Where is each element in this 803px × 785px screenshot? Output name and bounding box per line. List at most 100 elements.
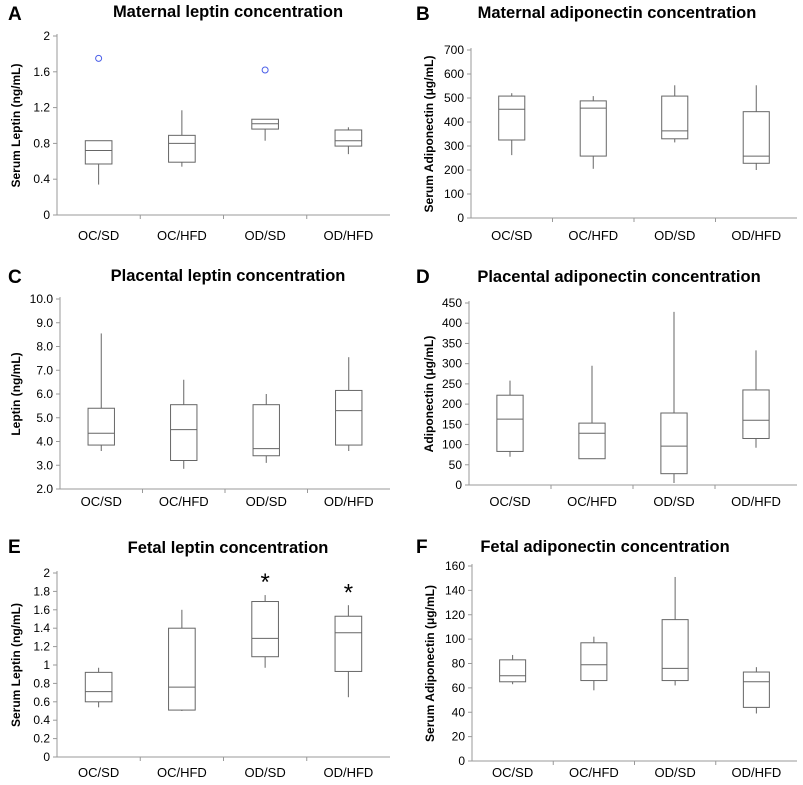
iqr-box [580, 642, 608, 682]
y-tick-label: 6.0 [36, 387, 53, 401]
iqr-box [660, 412, 688, 475]
x-category-label: OD/HFD [323, 228, 373, 243]
iqr-box [168, 134, 196, 163]
x-category-label: OD/SD [655, 765, 696, 780]
y-tick-label: 80 [452, 657, 466, 671]
y-tick-label: 0.2 [33, 732, 50, 746]
iqr-box [499, 659, 527, 683]
x-category-label: OC/HFD [159, 494, 209, 509]
x-category-label: OD/HFD [731, 494, 781, 509]
y-tick-label: 150 [442, 417, 462, 431]
box-oc-hfd [168, 609, 196, 711]
iqr-box [252, 404, 280, 457]
x-category-label: OC/SD [78, 765, 119, 780]
y-axis-label: Serum Adiponectin (μg/mL) [423, 585, 437, 742]
x-category-label: OC/HFD [157, 228, 207, 243]
x-category-label: OD/SD [245, 765, 286, 780]
outlier-point [95, 54, 103, 62]
y-tick-label: 4.0 [36, 435, 53, 449]
y-tick-label: 0.6 [33, 695, 50, 709]
y-tick-label: 350 [442, 336, 462, 350]
panel-a: A Maternal leptin concentration Serum Lept… [8, 3, 390, 243]
iqr-box [335, 389, 363, 446]
iqr-box [742, 111, 770, 164]
y-tick-label: 5.0 [36, 411, 53, 425]
y-tick-label: 400 [444, 115, 464, 129]
y-tick-label: 140 [445, 583, 465, 597]
x-category-label: OD/SD [654, 228, 695, 243]
y-tick-label: 1 [43, 658, 50, 672]
chart-title: Placental adiponectin concentration [477, 268, 760, 286]
box-oc-sd [87, 333, 115, 451]
chart-title: Fetal adiponectin concentration [480, 538, 729, 556]
y-axis-label: Leptin (ng/mL) [9, 352, 23, 435]
box-od-hfd [742, 667, 770, 714]
y-tick-label: 450 [442, 296, 462, 310]
y-tick-label: 3.0 [36, 458, 53, 472]
y-axis-label: Serum Adiponectin (μg/mL) [422, 56, 436, 213]
chart-title: Placental leptin concentration [111, 267, 346, 285]
x-category-label: OC/HFD [569, 765, 619, 780]
y-tick-label: 7.0 [36, 363, 53, 377]
x-category-label: OD/HFD [731, 765, 781, 780]
x-category-label: OC/HFD [567, 494, 617, 509]
panel-d: D Placental adiponectin concentration Adip… [416, 267, 797, 509]
y-tick-label: 20 [452, 730, 466, 744]
iqr-box [578, 422, 606, 460]
y-tick-label: 100 [445, 632, 465, 646]
y-tick-label: 1.6 [33, 603, 50, 617]
y-tick-label: 1.4 [33, 621, 50, 635]
box-oc-hfd [579, 96, 607, 169]
y-axis-label: Adiponectin (μg/mL) [422, 336, 436, 453]
iqr-box [251, 601, 279, 658]
box-od-hfd [742, 350, 770, 448]
y-tick-label: 0.4 [33, 172, 50, 186]
y-tick-label: 0 [43, 208, 50, 222]
chart-title: Maternal leptin concentration [113, 3, 343, 21]
iqr-box [87, 407, 115, 446]
y-tick-label: 0.8 [33, 136, 50, 150]
y-tick-label: 2 [43, 566, 50, 580]
box-oc-hfd [170, 379, 198, 469]
y-tick-label: 600 [444, 67, 464, 81]
y-tick-label: 100 [444, 187, 464, 201]
x-category-label: OD/SD [246, 494, 287, 509]
box-od-hfd [334, 605, 363, 698]
significance-star: * [344, 579, 353, 606]
iqr-box [168, 627, 196, 711]
box-oc-sd [499, 654, 527, 685]
box-od-hfd [742, 85, 770, 170]
box-oc-hfd [168, 110, 196, 167]
y-tick-label: 60 [452, 681, 466, 695]
box-oc-hfd [578, 365, 606, 460]
iqr-box [742, 389, 770, 439]
iqr-box [84, 671, 113, 703]
box-od-sd [661, 576, 689, 686]
box-od-hfd [334, 127, 363, 155]
iqr-box [579, 100, 607, 157]
y-tick-label: 9.0 [36, 316, 53, 330]
box-od-sd [252, 394, 280, 463]
y-tick-label: 10.0 [30, 292, 54, 306]
y-tick-label: 250 [442, 377, 462, 391]
x-category-label: OD/SD [653, 494, 694, 509]
box-od-sd [251, 66, 279, 141]
iqr-box [661, 95, 689, 140]
box-oc-hfd [580, 636, 608, 691]
y-tick-label: 300 [442, 357, 462, 371]
iqr-box [334, 129, 363, 147]
panel-label: C [8, 267, 22, 288]
panel-b: B Maternal adiponectin concentration Serum… [416, 4, 797, 243]
y-tick-label: 200 [442, 397, 462, 411]
iqr-box [498, 95, 526, 141]
iqr-box [496, 394, 524, 452]
y-tick-label: 0.8 [33, 676, 50, 690]
y-tick-label: 0 [455, 478, 462, 492]
y-tick-label: 300 [444, 139, 464, 153]
outlier-point [261, 66, 269, 74]
y-tick-label: 400 [442, 316, 462, 330]
panel-label: F [416, 537, 428, 558]
panel-label: B [416, 4, 430, 25]
box-od-sd [661, 85, 689, 143]
